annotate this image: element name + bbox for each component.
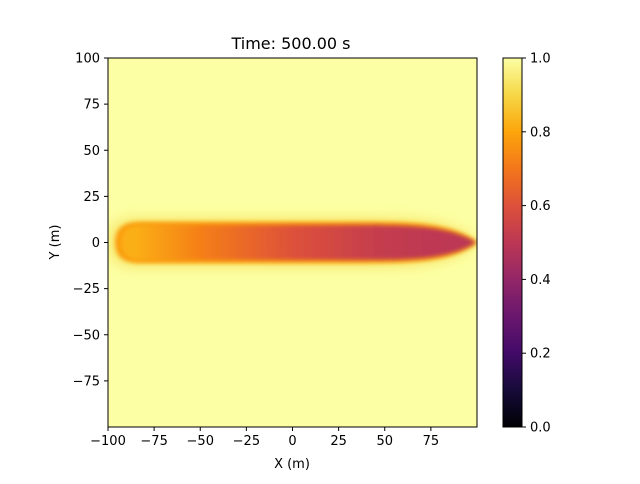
x-tick-label: −100 (90, 434, 126, 449)
x-tick-label: 0 (288, 434, 296, 449)
plume-group (108, 217, 477, 268)
x-tick-label: −50 (187, 434, 214, 449)
y-tick-label: −25 (73, 282, 100, 297)
y-tick-label: 0 (92, 236, 100, 251)
y-tick-label: −75 (73, 374, 100, 389)
plot-area (107, 57, 478, 428)
x-tick-label: −25 (233, 434, 260, 449)
colorbar-tick-label: 0.2 (530, 347, 551, 362)
colorbar-tick-label: 1.0 (530, 52, 551, 67)
colorbar-ticks: 0.0 0.2 0.4 0.6 0.8 1.0 (522, 52, 551, 436)
y-axis: 100 75 50 25 0 −25 −50 −75 (73, 52, 108, 389)
colorbar-tick-label: 0.6 (530, 199, 551, 214)
x-tick-label: 75 (423, 434, 440, 449)
y-axis-label: Y (m) (48, 225, 63, 261)
plume-core (121, 225, 476, 260)
y-tick-label: −50 (73, 328, 100, 343)
colorbar-tick-label: 0.0 (530, 421, 551, 436)
colorbar-gradient (503, 58, 522, 427)
x-tick-label: 25 (330, 434, 347, 449)
y-tick-label: 50 (83, 144, 100, 159)
y-tick-label: 25 (83, 190, 100, 205)
x-axis-label: X (m) (274, 457, 310, 472)
colorbar-tick-label: 0.4 (530, 273, 551, 288)
colorbar-frame (502, 57, 523, 428)
colorbar: 0.0 0.2 0.4 0.6 0.8 1.0 (502, 52, 551, 436)
x-tick-label: −75 (140, 434, 167, 449)
y-tick-label: 100 (75, 52, 100, 67)
x-axis: −100 −75 −50 −25 0 25 50 75 (90, 427, 439, 449)
chart-title: Time: 500.00 s (230, 34, 350, 53)
y-tick-label: 75 (83, 98, 100, 113)
colorbar-tick-label: 0.8 (530, 125, 551, 140)
x-tick-label: 50 (376, 434, 393, 449)
